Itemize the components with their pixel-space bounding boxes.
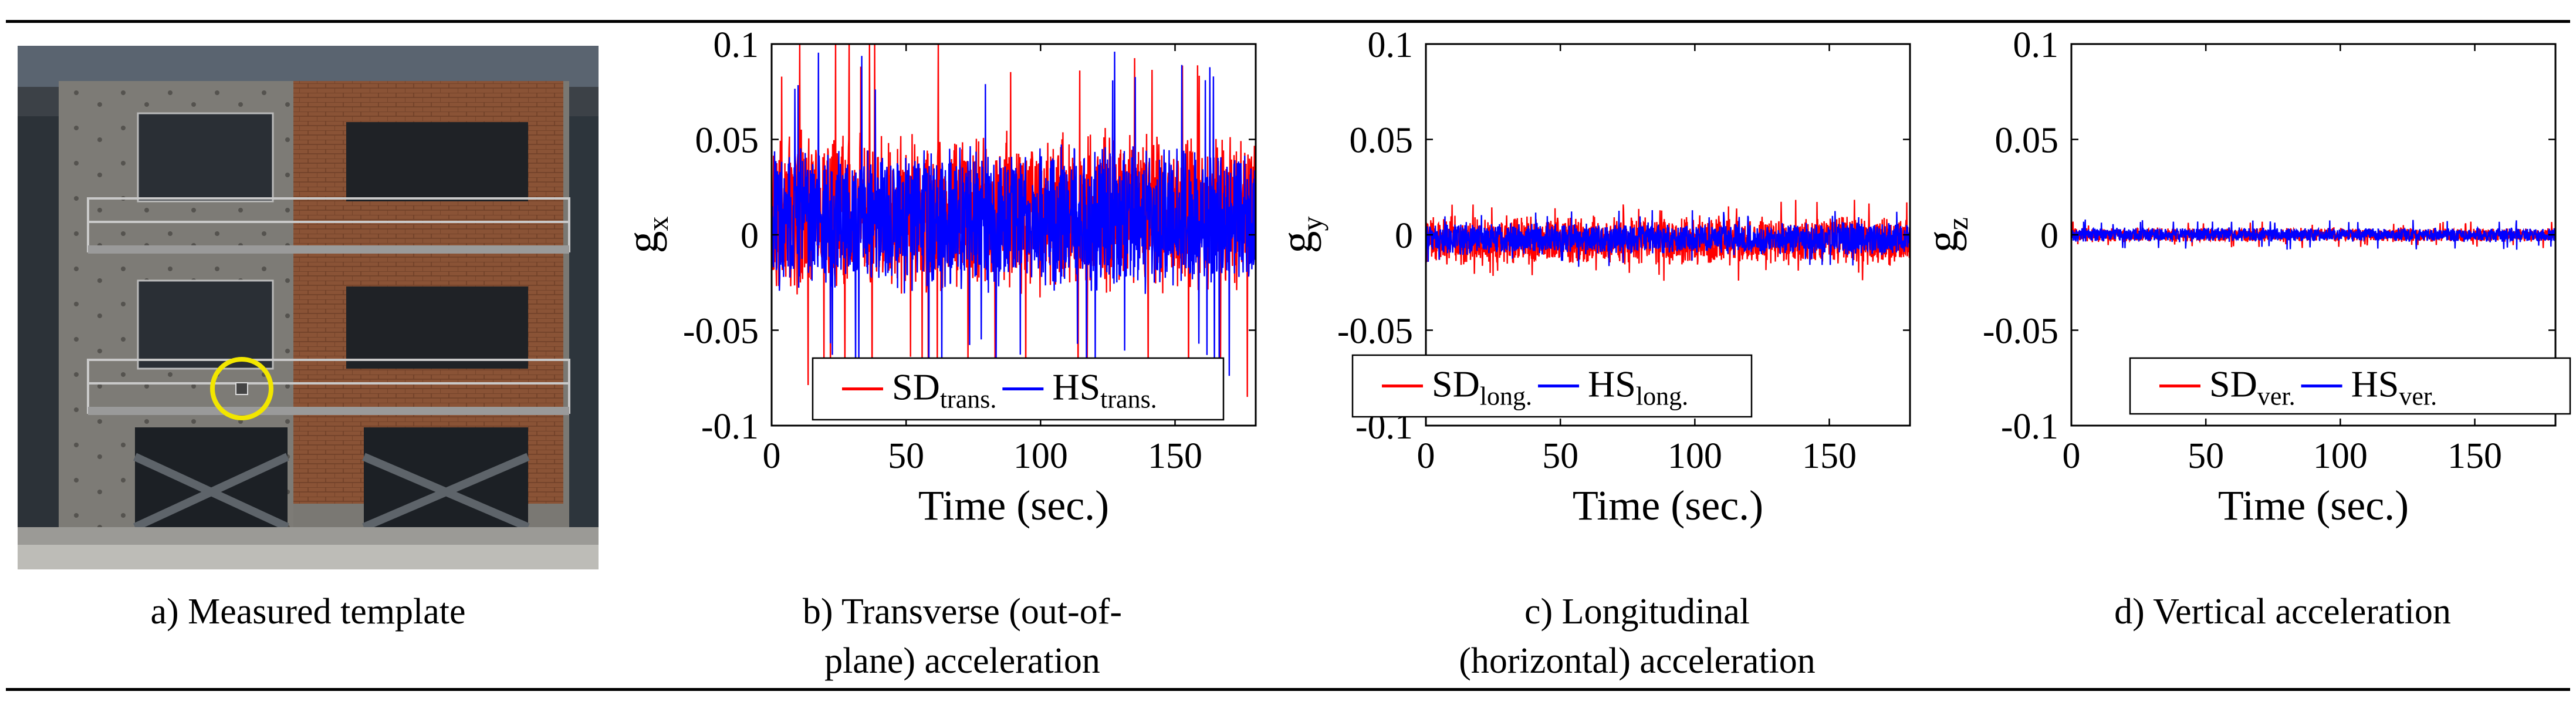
legend-label-hs: HSver. (2351, 363, 2438, 411)
y-tick-label: 0.1 (2013, 29, 2059, 65)
x-tick-label: 0 (1417, 436, 1435, 476)
series-line-hs (2070, 219, 2557, 250)
y-tick-label: 0.05 (695, 121, 759, 161)
building-specimen-photo (18, 46, 599, 569)
caption-c-line-2: (horizontal) acceleration (1459, 641, 1816, 681)
caption-d: d) Vertical acceleration (1995, 587, 2570, 636)
y-axis-label: gx (622, 217, 674, 254)
x-tick-label: 0 (763, 436, 781, 476)
x-tick-label: 100 (1668, 436, 1722, 476)
legend-label-sd: SDver. (2209, 363, 2296, 411)
caption-b-line-2: plane) acceleration (824, 641, 1100, 681)
caption-b: b) Transverse (out-of- plane) accelerati… (698, 587, 1226, 686)
y-tick-label: -0.05 (1983, 312, 2058, 352)
y-axis-label: gy (1276, 217, 1328, 254)
x-tick-label: 100 (2313, 436, 2368, 476)
sensor-marker-circle (210, 357, 273, 420)
y-tick-label: 0 (741, 216, 759, 256)
y-tick-label: 0 (2040, 216, 2058, 256)
legend-label-sd: SDlong. (1432, 363, 1532, 411)
x-tick-label: 150 (1148, 436, 1202, 476)
x-tick-label: 50 (1542, 436, 1578, 476)
y-tick-label: -0.05 (683, 312, 759, 352)
y-tick-label: 0.1 (1368, 29, 1414, 65)
caption-c: c) Longitudinal (horizontal) acceleratio… (1344, 587, 1931, 686)
legend-label-hs: HSlong. (1588, 363, 1688, 411)
x-tick-label: 50 (2188, 436, 2224, 476)
caption-b-line-1: b) Transverse (out-of- (802, 592, 1123, 632)
x-axis-label: Time (sec.) (1573, 482, 1763, 529)
x-tick-label: 150 (2447, 436, 2502, 476)
caption-a: a) Measured template (18, 587, 599, 636)
x-axis-label: Time (sec.) (918, 482, 1109, 529)
building-illustration (18, 46, 599, 569)
y-tick-label: -0.1 (2001, 407, 2058, 447)
caption-d-line-1: d) Vertical acceleration (2114, 592, 2451, 632)
x-tick-label: 50 (888, 436, 924, 476)
bottom-rule (6, 688, 2570, 691)
x-axis-label: Time (sec.) (2218, 482, 2409, 529)
x-tick-label: 0 (2063, 436, 2081, 476)
y-tick-label: -0.1 (701, 407, 759, 447)
y-tick-label: 0.1 (714, 29, 759, 65)
y-axis-label: gz (1922, 217, 1974, 252)
x-tick-label: 150 (1802, 436, 1857, 476)
y-tick-label: 0 (1395, 216, 1413, 256)
x-tick-label: 100 (1013, 436, 1068, 476)
series-line-hs (770, 51, 1257, 384)
series-line-hs (1425, 210, 1911, 267)
caption-a-line-1: a) Measured template (150, 592, 466, 632)
legend-label-sd: SDtrans. (892, 366, 996, 414)
legend-label-hs: HStrans. (1052, 366, 1157, 414)
y-tick-label: -0.05 (1337, 312, 1413, 352)
y-tick-label: 0.05 (1995, 121, 2059, 161)
caption-c-line-1: c) Longitudinal (1524, 592, 1750, 632)
legend-box (2129, 357, 2571, 415)
top-rule (6, 20, 2570, 23)
y-tick-label: 0.05 (1350, 121, 1414, 161)
